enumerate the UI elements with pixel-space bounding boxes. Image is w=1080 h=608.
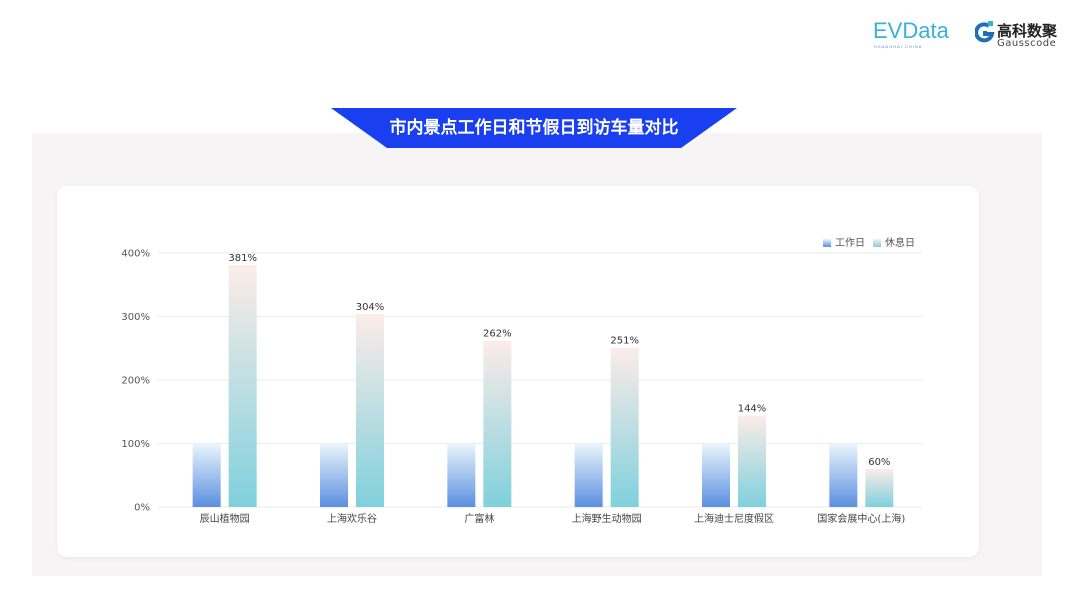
bar-holiday[interactable] xyxy=(483,340,512,507)
y-tick-label: 400% xyxy=(121,249,150,260)
gausscode-logo-icon xyxy=(975,21,995,43)
data-label: 304% xyxy=(356,302,385,313)
legend-holiday[interactable]: 休息日 xyxy=(873,234,915,249)
bar-workday[interactable] xyxy=(574,443,603,508)
bar-holiday[interactable] xyxy=(865,468,894,507)
x-tick-label: 辰山植物园 xyxy=(200,512,250,525)
data-label: 144% xyxy=(738,404,767,415)
data-label: 262% xyxy=(483,329,512,340)
x-tick-label: 上海野生动物园 xyxy=(572,512,642,525)
data-label: 60% xyxy=(868,457,890,468)
bar-workday[interactable] xyxy=(320,443,348,508)
data-label: 381% xyxy=(228,253,257,264)
x-tick-label: 上海欢乐谷 xyxy=(327,512,377,525)
x-tick-label: 国家会展中心(上海) xyxy=(817,512,905,525)
bar-workday[interactable] xyxy=(192,443,221,508)
chart-legend: 工作日 休息日 xyxy=(823,234,915,249)
bar-holiday[interactable] xyxy=(738,415,766,507)
y-tick-label: 300% xyxy=(121,312,150,323)
bar-workday[interactable] xyxy=(447,443,476,508)
y-tick-label: 100% xyxy=(121,439,150,450)
bar-workday[interactable] xyxy=(702,443,730,508)
y-tick-label: 200% xyxy=(121,376,150,387)
bar-holiday[interactable] xyxy=(356,313,384,507)
bar-holiday[interactable] xyxy=(228,265,257,507)
title-banner xyxy=(331,108,737,148)
y-tick-label: 0% xyxy=(134,503,150,514)
evdata-logo: EVData SHANGHAI CHINA xyxy=(873,18,949,49)
page-title: 市内景点工作日和节假日到访车量对比 xyxy=(389,118,679,138)
bar-workday[interactable] xyxy=(829,443,858,508)
bar-holiday[interactable] xyxy=(610,347,639,507)
x-tick-label: 上海迪士尼度假区 xyxy=(694,512,774,525)
x-tick-label: 广富林 xyxy=(464,512,494,525)
data-label: 251% xyxy=(610,336,639,347)
legend-workday[interactable]: 工作日 xyxy=(823,234,865,249)
